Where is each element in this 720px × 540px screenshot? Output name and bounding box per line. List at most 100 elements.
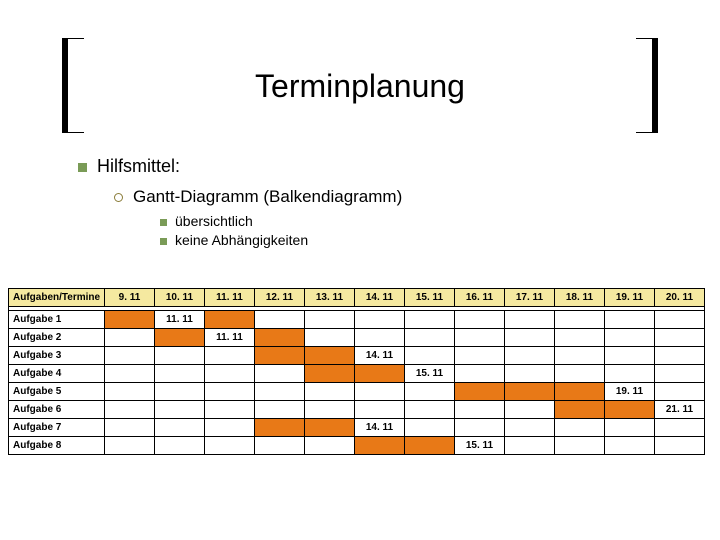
gantt-cell [555,329,605,347]
gantt-cell [455,347,505,365]
gantt-cell [105,419,155,437]
gantt-task-label: Aufgabe 8 [9,437,105,455]
gantt-cell [305,347,355,365]
gantt-cell [605,329,655,347]
gantt-task-label: Aufgabe 3 [9,347,105,365]
gantt-date-header: 14. 11 [355,289,405,307]
gantt-task-label: Aufgabe 7 [9,419,105,437]
bullet-l2-text: Gantt-Diagramm (Balkendiagramm) [133,187,402,206]
gantt-cell [305,311,355,329]
gantt-cell [105,311,155,329]
gantt-cell [605,365,655,383]
gantt-cell [555,419,605,437]
gantt-cell [455,419,505,437]
gantt-cell [405,311,455,329]
gantt-date-header: 20. 11 [655,289,705,307]
gantt-cell [305,401,355,419]
gantt-cell [255,365,305,383]
gantt-task-label: Aufgabe 5 [9,383,105,401]
gantt-cell [555,401,605,419]
gantt-header-row: Aufgaben/Termine9. 1110. 1111. 1112. 111… [9,289,705,307]
gantt-date-header: 9. 11 [105,289,155,307]
bullet-l1-text: Hilfsmittel: [97,156,180,176]
gantt-cell [405,329,455,347]
gantt-cell [155,329,205,347]
gantt-cell [605,401,655,419]
gantt-date-header: 18. 11 [555,289,605,307]
gantt-cell [355,311,405,329]
gantt-cell: 15. 11 [455,437,505,455]
table-row: Aufgabe 111. 11 [9,311,705,329]
table-row: Aufgabe 519. 11 [9,383,705,401]
gantt-date-header: 17. 11 [505,289,555,307]
gantt-cell [455,365,505,383]
gantt-cell [355,401,405,419]
table-row: Aufgabe 8 15. 11 [9,437,705,455]
gantt-date-header: 10. 11 [155,289,205,307]
gantt-cell [505,329,555,347]
bullet-l3a-text: übersichtlich [175,213,253,229]
gantt-cell [605,347,655,365]
table-row: Aufgabe 415. 11 [9,365,705,383]
gantt-cell [205,401,255,419]
gantt-cell [555,365,605,383]
gantt-cell [255,347,305,365]
gantt-cell [305,383,355,401]
gantt-cell [655,365,705,383]
circle-bullet-icon [114,193,123,202]
bullet-level1: Hilfsmittel: [78,156,680,177]
gantt-task-header: Aufgaben/Termine [9,289,105,307]
gantt-cell [505,437,555,455]
gantt-cell [155,365,205,383]
gantt-cell [455,383,505,401]
gantt-cell [205,437,255,455]
gantt-cell [305,329,355,347]
gantt-cell [405,437,455,455]
table-row: Aufgabe 621. 11 [9,401,705,419]
gantt-cell [205,347,255,365]
gantt-cell [355,365,405,383]
gantt-date-header: 11. 11 [205,289,255,307]
gantt-cell [155,347,205,365]
gantt-cell [655,437,705,455]
gantt-cell [505,347,555,365]
table-row: Aufgabe 2 11. 11 [9,329,705,347]
gantt-cell [255,419,305,437]
gantt-cell [255,383,305,401]
gantt-cell [105,383,155,401]
gantt-cell [505,383,555,401]
gantt-cell [305,365,355,383]
gantt-cell [255,329,305,347]
bullet-list: Hilfsmittel: Gantt-Diagramm (Balkendiagr… [60,150,680,251]
gantt-cell [355,329,405,347]
gantt-cell [655,419,705,437]
gantt-cell [455,401,505,419]
bullet-level2: Gantt-Diagramm (Balkendiagramm) [114,187,680,207]
gantt-cell [555,383,605,401]
gantt-cell [105,347,155,365]
gantt-cell [655,329,705,347]
gantt-cell [555,347,605,365]
gantt-date-header: 16. 11 [455,289,505,307]
gantt-cell [155,383,205,401]
gantt-cell [505,401,555,419]
table-row: Aufgabe 714. 11 [9,419,705,437]
square-bullet-icon [160,219,167,226]
gantt-cell [555,437,605,455]
gantt-cell [155,437,205,455]
gantt-task-label: Aufgabe 2 [9,329,105,347]
gantt-cell [605,311,655,329]
gantt-cell [605,419,655,437]
gantt-cell [155,419,205,437]
gantt-cell [105,437,155,455]
gantt-cell [405,419,455,437]
gantt-task-label: Aufgabe 4 [9,365,105,383]
bullet-l3b-text: keine Abhängigkeiten [175,232,308,248]
page-title: Terminplanung [0,68,720,105]
gantt-cell [655,383,705,401]
gantt-cell [305,437,355,455]
gantt-date-header: 15. 11 [405,289,455,307]
table-row: Aufgabe 314. 11 [9,347,705,365]
gantt-cell: 11. 11 [205,329,255,347]
gantt-cell [505,365,555,383]
